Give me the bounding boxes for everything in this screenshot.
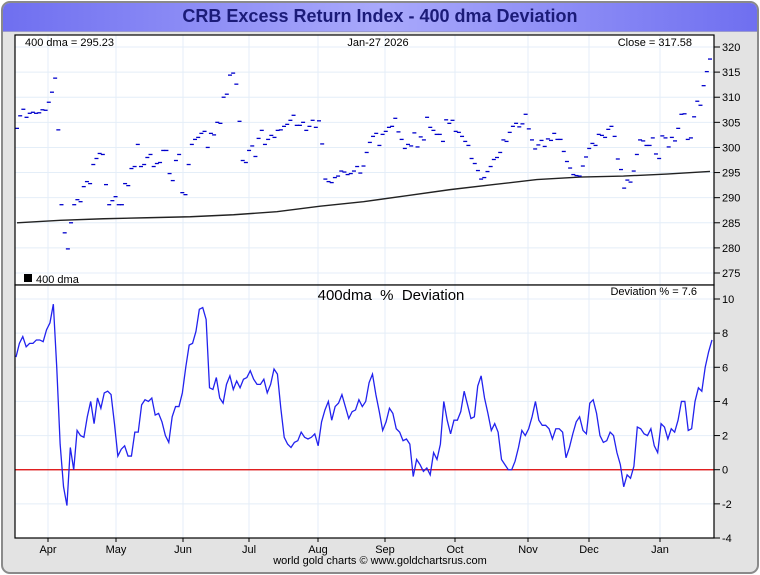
price-y-tick-label: 290 xyxy=(722,193,740,205)
price-y-tick-label: 310 xyxy=(722,92,740,104)
close-series xyxy=(15,58,712,250)
deviation-y-tick-label: 4 xyxy=(722,396,728,408)
x-tick-label: Apr xyxy=(39,544,56,556)
x-tick-label: Dec xyxy=(579,544,599,556)
title-bar: CRB Excess Return Index - 400 dma Deviat… xyxy=(3,3,757,32)
deviation-y-tick-label: 2 xyxy=(722,431,728,443)
price-y-tick-label: 300 xyxy=(722,142,740,154)
x-tick-label: Oct xyxy=(446,544,463,556)
deviation-line xyxy=(15,304,713,506)
x-tick-label: Aug xyxy=(308,544,328,556)
price-y-tick-label: 295 xyxy=(722,168,740,180)
chart-title: CRB Excess Return Index - 400 dma Deviat… xyxy=(182,6,578,26)
price-y-tick-label: 320 xyxy=(722,42,740,54)
deviation-y-tick-label: 0 xyxy=(722,465,728,477)
deviation-y-tick-label: 6 xyxy=(722,362,728,374)
legend-swatch xyxy=(24,274,32,282)
deviation-y-axis: -4 -2 0 2 4 6 8 10 xyxy=(714,294,734,545)
deviation-y-tick-label: 8 xyxy=(722,328,728,340)
x-tick-label: Nov xyxy=(518,544,538,556)
x-axis: Apr May Jun Jul Aug Sep Oct Nov Dec Jan xyxy=(39,538,669,556)
close-readout: Close = 317.58 xyxy=(618,37,692,49)
price-y-tick-label: 280 xyxy=(722,243,740,255)
dma-readout: 400 dma = 295.23 xyxy=(25,37,114,49)
x-tick-label: Jul xyxy=(242,544,256,556)
deviation-readout: Deviation % = 7.6 xyxy=(610,286,697,298)
deviation-panel-background xyxy=(15,285,714,538)
deviation-grid xyxy=(15,285,714,539)
deviation-y-tick-label: -2 xyxy=(722,499,732,511)
x-tick-label: Jun xyxy=(174,544,192,556)
date-readout: Jan-27 2026 xyxy=(347,37,408,49)
price-panel-background xyxy=(15,35,714,285)
legend-label: 400 dma xyxy=(36,274,80,286)
price-y-tick-label: 285 xyxy=(722,218,740,230)
deviation-y-tick-label: -4 xyxy=(722,533,732,545)
dma-series xyxy=(16,170,711,224)
dma-line xyxy=(16,170,711,224)
credit-text: world gold charts © www.goldchartsrus.co… xyxy=(273,555,487,567)
price-y-tick-label: 305 xyxy=(722,117,740,129)
x-tick-label: May xyxy=(106,544,127,556)
x-tick-label: Sep xyxy=(375,544,395,556)
x-tick-label: Jan xyxy=(651,544,669,556)
deviation-title: 400dma % Deviation xyxy=(318,287,465,304)
price-y-axis: 275 280 285 290 295 300 305 310 315 320 xyxy=(714,42,740,280)
price-y-tick-label: 315 xyxy=(722,67,740,79)
deviation-panel-border xyxy=(14,284,715,539)
price-grid xyxy=(15,35,714,285)
deviation-y-tick-label: 10 xyxy=(722,294,734,306)
price-y-tick-label: 275 xyxy=(722,268,740,280)
